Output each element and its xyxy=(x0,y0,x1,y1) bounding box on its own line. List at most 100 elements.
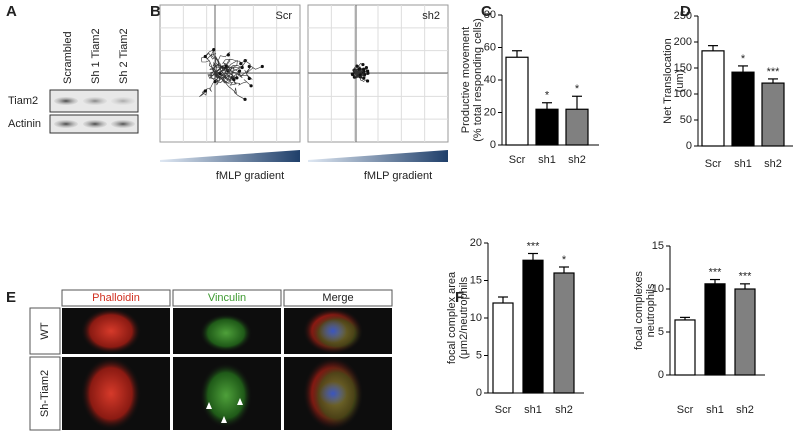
y-axis-label: Productive movement xyxy=(460,27,472,133)
track xyxy=(207,72,238,81)
column-header: Phalloidin xyxy=(92,292,140,304)
bar xyxy=(731,71,755,147)
blot-column-label: Scrambled xyxy=(62,31,74,84)
gradient-wedge xyxy=(308,150,448,162)
blot-band xyxy=(111,97,135,105)
cell-red xyxy=(81,308,141,354)
x-tick-label: sh1 xyxy=(524,404,542,416)
bar xyxy=(492,302,514,394)
y-tick-label: 20 xyxy=(484,106,496,118)
track xyxy=(199,72,219,98)
y-tick-label: 5 xyxy=(476,349,482,361)
x-tick-label: sh1 xyxy=(538,154,556,166)
track xyxy=(214,62,238,80)
y-tick-label: 60 xyxy=(484,41,496,53)
track xyxy=(205,52,220,74)
panel-label: E xyxy=(6,289,16,306)
x-tick-label: sh2 xyxy=(764,158,782,170)
panel-label: D xyxy=(680,3,691,20)
track xyxy=(211,59,251,74)
track-end xyxy=(362,73,367,77)
track-end xyxy=(249,84,253,88)
gradient-label: fMLP gradient xyxy=(216,170,284,182)
y-tick-label: 150 xyxy=(674,62,692,74)
arrowhead xyxy=(206,402,212,409)
y-tick-label: 20 xyxy=(470,237,482,249)
cell-red xyxy=(81,357,141,430)
y-tick-label: 250 xyxy=(674,10,692,22)
significance: * xyxy=(741,53,746,65)
x-tick-label: Scr xyxy=(495,404,512,416)
y-tick-label: 80 xyxy=(484,9,496,21)
track xyxy=(214,65,243,81)
y-tick-label: 0 xyxy=(658,369,664,381)
track-end xyxy=(203,89,207,93)
x-tick-label: sh2 xyxy=(568,154,586,166)
significance: *** xyxy=(527,240,541,252)
row-header-box xyxy=(29,307,61,355)
blot-band xyxy=(54,97,78,105)
arrowhead xyxy=(237,398,243,405)
row-header: Sh-Tiam2 xyxy=(39,370,51,417)
track xyxy=(354,70,367,79)
y-axis-label: focal complexes xyxy=(633,271,645,350)
x-tick-label: Scr xyxy=(705,158,722,170)
gradient-wedge xyxy=(160,150,300,162)
blot-band xyxy=(54,120,78,128)
track-end xyxy=(243,97,247,101)
x-tick-label: sh2 xyxy=(736,404,754,416)
track-end xyxy=(232,78,236,82)
y-tick-label: 5 xyxy=(658,326,664,338)
y-tick-label: 15 xyxy=(652,240,664,252)
track xyxy=(209,72,221,86)
significance: *** xyxy=(739,271,753,283)
bar xyxy=(704,283,726,376)
y-tick-label: 0 xyxy=(476,387,482,399)
panel-label: F xyxy=(455,289,464,306)
track-end xyxy=(365,79,370,83)
track-end xyxy=(355,64,359,68)
track xyxy=(214,72,235,81)
nucleus xyxy=(319,319,347,343)
track-plot-label: sh2 xyxy=(422,10,440,22)
blot-column-label: Sh 2 Tiam2 xyxy=(118,28,130,84)
blot-row-label: Tiam2 xyxy=(8,95,38,107)
row-header: WT xyxy=(39,322,51,339)
significance: * xyxy=(575,83,580,95)
header-box xyxy=(283,289,393,307)
cell-green xyxy=(200,363,252,428)
bar xyxy=(505,56,529,146)
y-tick-label: 10 xyxy=(470,312,482,324)
track xyxy=(209,49,226,74)
bar xyxy=(701,50,725,147)
nucleus xyxy=(319,381,347,406)
track-end xyxy=(212,47,216,52)
y-tick-label: 100 xyxy=(674,88,692,100)
track xyxy=(355,70,366,76)
arrowhead xyxy=(221,416,227,423)
bar xyxy=(761,82,785,147)
bar xyxy=(553,272,575,394)
blot-band xyxy=(83,120,107,128)
y-tick-label: 40 xyxy=(484,74,496,86)
y-axis-label: (um) xyxy=(674,70,686,93)
x-tick-label: sh1 xyxy=(706,404,724,416)
blot-band xyxy=(111,120,135,128)
cell-green xyxy=(200,314,252,352)
bar xyxy=(674,319,696,376)
row-header-box xyxy=(29,356,61,431)
column-header: Vinculin xyxy=(208,292,246,304)
bar xyxy=(535,108,559,146)
track-end xyxy=(351,72,355,77)
bar xyxy=(522,259,544,394)
track xyxy=(200,55,221,74)
y-tick-label: 50 xyxy=(680,114,692,126)
y-tick-label: 15 xyxy=(470,274,482,286)
significance: * xyxy=(545,90,550,102)
track-end xyxy=(366,71,370,75)
significance: *** xyxy=(709,266,723,278)
track-end xyxy=(362,76,366,80)
y-axis-label: neutrophils xyxy=(645,283,657,337)
track-end xyxy=(239,62,243,66)
blot-band xyxy=(83,97,107,105)
